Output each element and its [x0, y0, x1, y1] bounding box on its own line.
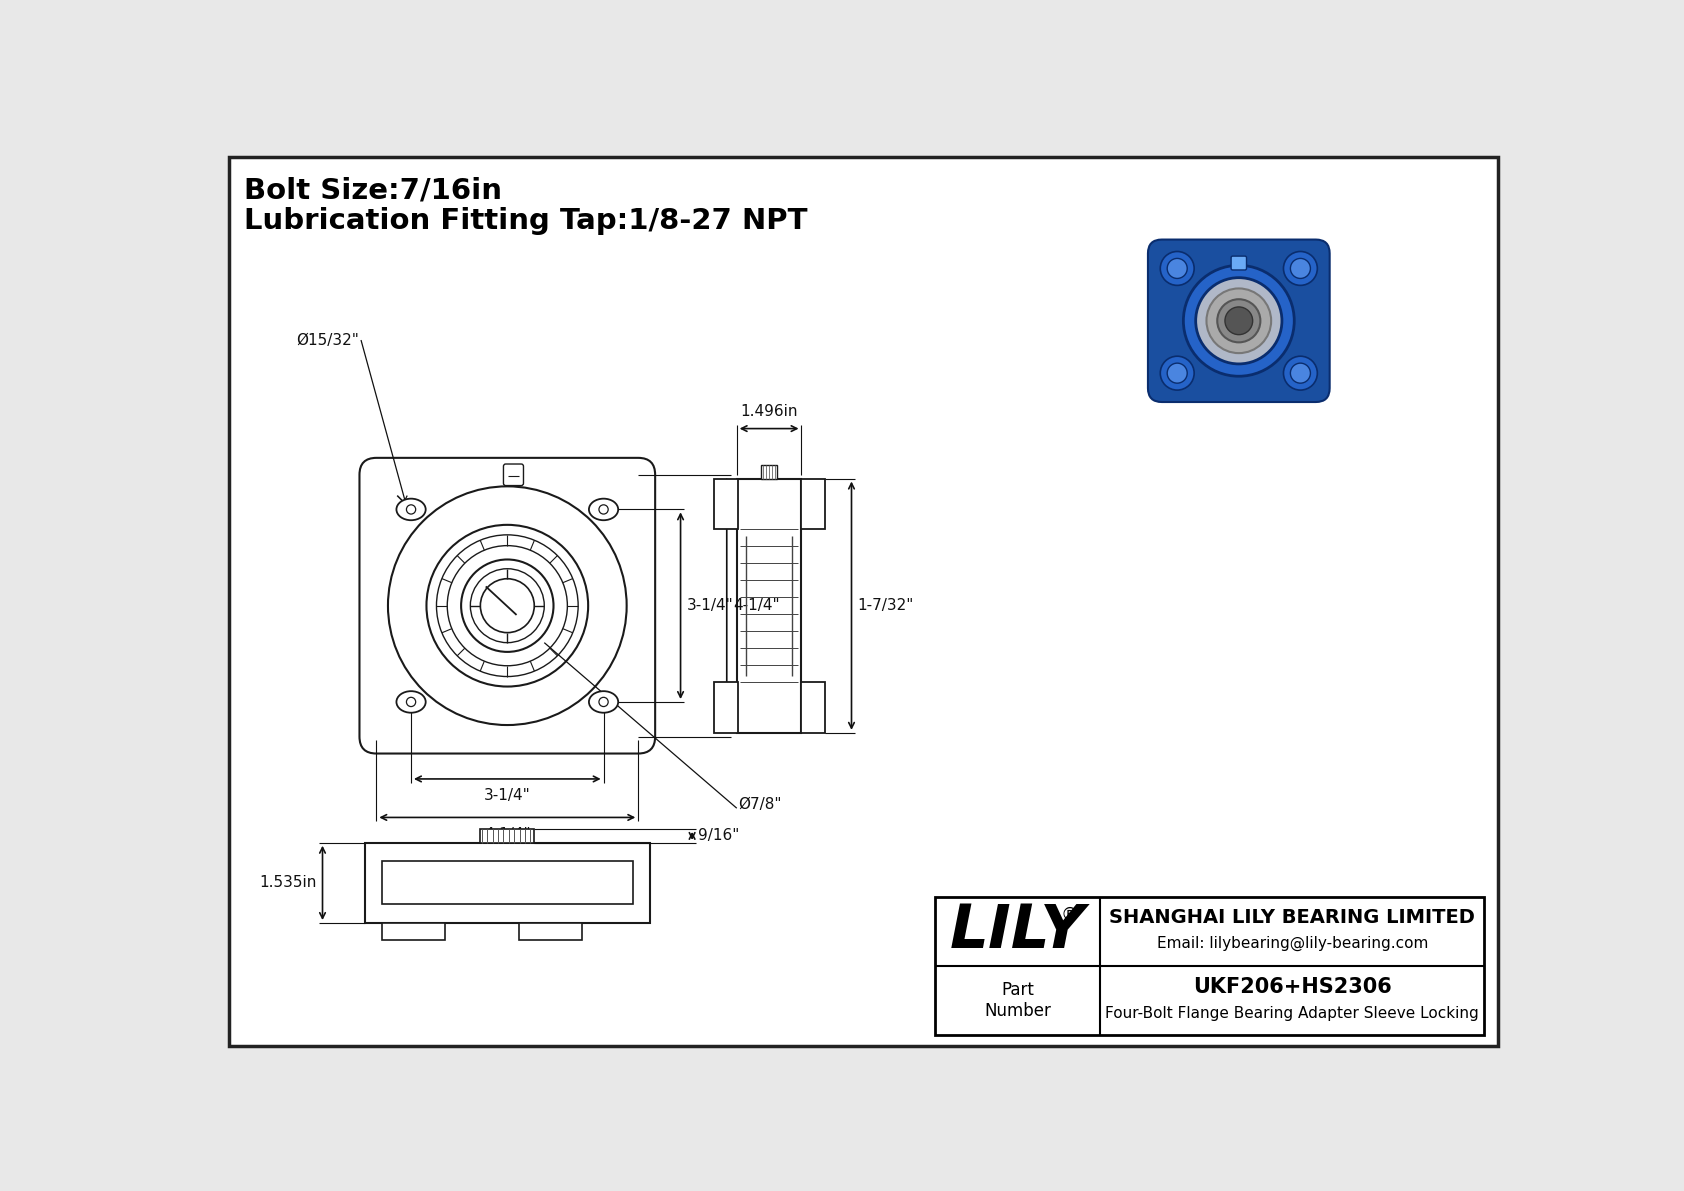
- Circle shape: [1290, 258, 1310, 279]
- Circle shape: [1206, 288, 1271, 353]
- Ellipse shape: [589, 691, 618, 712]
- Text: SHANGHAI LILY BEARING LIMITED: SHANGHAI LILY BEARING LIMITED: [1110, 908, 1475, 927]
- Ellipse shape: [396, 691, 426, 712]
- Text: 9/16": 9/16": [699, 829, 739, 843]
- Circle shape: [1167, 363, 1187, 384]
- Text: 1.496in: 1.496in: [741, 405, 798, 419]
- Bar: [1015, 198, 1462, 444]
- Circle shape: [1167, 258, 1187, 279]
- FancyBboxPatch shape: [504, 464, 524, 486]
- Text: Bolt Size:7/16in: Bolt Size:7/16in: [244, 176, 502, 204]
- Text: Part
Number: Part Number: [983, 981, 1051, 1021]
- Text: Ø15/32": Ø15/32": [296, 332, 359, 348]
- Bar: [382, 861, 633, 904]
- Circle shape: [1218, 299, 1260, 342]
- Ellipse shape: [589, 499, 618, 520]
- FancyBboxPatch shape: [1231, 256, 1246, 270]
- FancyBboxPatch shape: [359, 457, 655, 754]
- Bar: [714, 682, 738, 732]
- Text: LILY: LILY: [950, 902, 1084, 961]
- Text: UKF206+HS2306: UKF206+HS2306: [1192, 977, 1391, 997]
- Text: 3-1/4": 3-1/4": [687, 598, 734, 613]
- Circle shape: [1184, 266, 1295, 376]
- Circle shape: [1160, 251, 1194, 286]
- Bar: [365, 843, 650, 923]
- Text: 4-1/4": 4-1/4": [483, 827, 530, 842]
- Bar: [935, 897, 1484, 1035]
- FancyBboxPatch shape: [1148, 239, 1330, 403]
- Circle shape: [1196, 278, 1282, 364]
- Ellipse shape: [396, 499, 426, 520]
- Circle shape: [1160, 356, 1194, 391]
- Bar: [519, 923, 583, 940]
- Text: 4-1/4": 4-1/4": [733, 598, 780, 613]
- Text: Ø7/8": Ø7/8": [738, 797, 781, 812]
- Text: ®: ®: [1061, 905, 1079, 923]
- Text: 1.535in: 1.535in: [259, 875, 317, 891]
- Bar: [761, 464, 776, 479]
- Bar: [480, 829, 534, 843]
- Bar: [800, 479, 825, 530]
- Text: Four-Bolt Flange Bearing Adapter Sleeve Locking: Four-Bolt Flange Bearing Adapter Sleeve …: [1105, 1005, 1479, 1021]
- Circle shape: [1283, 356, 1317, 391]
- Bar: [714, 479, 738, 530]
- Bar: [382, 923, 445, 940]
- Text: 3-1/4": 3-1/4": [483, 788, 530, 803]
- Circle shape: [1283, 251, 1317, 286]
- Text: Email: lilybearing@lily-bearing.com: Email: lilybearing@lily-bearing.com: [1157, 935, 1428, 950]
- Bar: [800, 682, 825, 732]
- Circle shape: [1290, 363, 1310, 384]
- Bar: [738, 479, 802, 732]
- Text: Lubrication Fitting Tap:1/8-27 NPT: Lubrication Fitting Tap:1/8-27 NPT: [244, 207, 807, 235]
- Circle shape: [1224, 307, 1253, 335]
- Text: 1-7/32": 1-7/32": [857, 598, 914, 613]
